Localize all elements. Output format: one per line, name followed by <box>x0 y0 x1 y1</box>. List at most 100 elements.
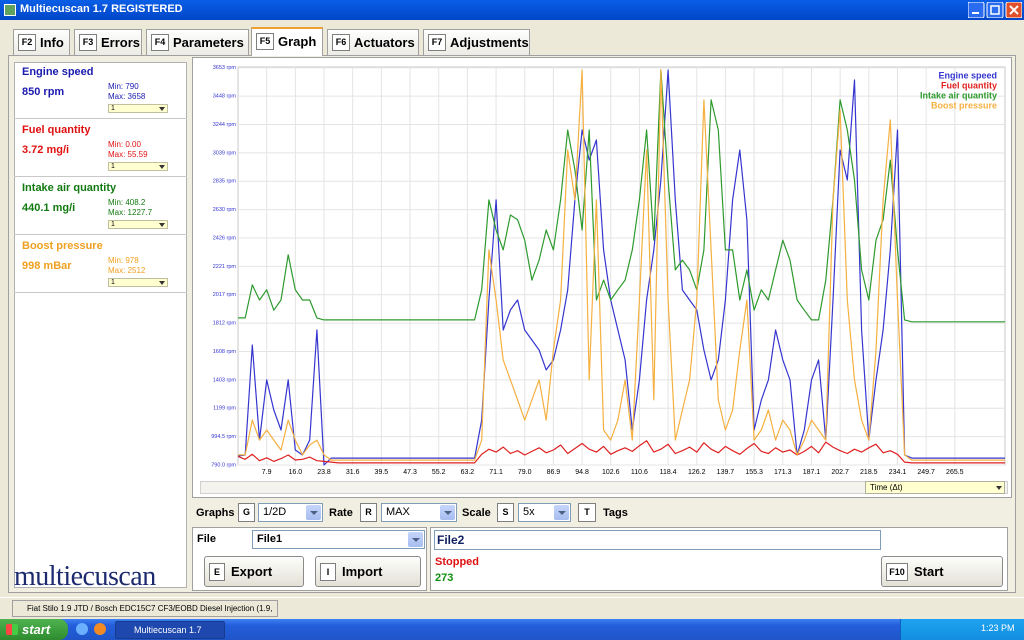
x-tick-label: 187.1 <box>803 469 821 476</box>
export-button[interactable]: E Export <box>204 556 304 587</box>
time-axis-select[interactable]: Time (Δt) <box>865 481 1005 494</box>
control-select[interactable]: 1/2D <box>258 503 323 522</box>
system-tray: 1:23 PM <box>900 619 1024 640</box>
y-tick-label: 2630 rpm <box>213 207 237 213</box>
taskbar-task[interactable]: Multiecuscan 1.7 REG... <box>115 621 225 639</box>
parameter-select-value: 1 <box>111 221 115 228</box>
quick-launch-icon[interactable] <box>94 623 106 635</box>
file-label: File <box>197 533 216 545</box>
x-tick-label: 63.2 <box>461 469 475 476</box>
x-tick-label: 249.7 <box>917 469 935 476</box>
tab-key: F5 <box>256 33 274 50</box>
y-tick-label: 1199 rpm <box>213 406 236 412</box>
y-tick-label: 1403 rpm <box>213 377 237 383</box>
control-key: R <box>360 503 377 522</box>
data-line <box>237 69 1005 466</box>
x-tick-label: 126.2 <box>688 469 706 476</box>
x-tick-label: 31.6 <box>346 469 360 476</box>
tab[interactable]: F7 Adjustments <box>423 29 530 55</box>
x-tick-label: 118.4 <box>660 469 677 476</box>
start-button[interactable]: F10 Start <box>881 556 1003 587</box>
title-bar: Multiecuscan 1.7 REGISTERED <box>0 0 1024 20</box>
window-title: Multiecuscan 1.7 REGISTERED <box>20 3 183 15</box>
tab[interactable]: F5 Graph <box>251 27 323 56</box>
tab-label: Graph <box>278 34 317 49</box>
session-file: File2 <box>434 530 881 550</box>
parameter-select[interactable]: 1 <box>108 220 168 229</box>
tab-key: F7 <box>428 34 446 51</box>
taskbar: start Multiecuscan 1.7 REG... 1:23 PM <box>0 619 1024 640</box>
control-select-value: MAX <box>386 506 410 518</box>
dropdown-button <box>408 532 423 547</box>
control-select[interactable]: 5x <box>518 503 571 522</box>
logo: multiecuscan <box>14 561 156 592</box>
parameter-select[interactable]: 1 <box>108 104 168 113</box>
tab-key: F2 <box>18 34 36 51</box>
button-label: Import <box>342 564 383 579</box>
button-key: I <box>320 563 336 581</box>
y-tick-label: 2835 rpm <box>213 179 237 185</box>
tab-key: F3 <box>79 34 97 51</box>
clock: 1:23 PM <box>981 623 1015 633</box>
x-tick-label: 218.5 <box>860 469 878 476</box>
parameter-min: Min: 408.2 <box>108 198 146 207</box>
x-tick-label: 23.8 <box>317 469 331 476</box>
legend-entry: Fuel quantity <box>941 80 997 90</box>
tab-key: F4 <box>151 34 169 51</box>
parameter-min: Min: 790 <box>108 82 139 91</box>
file-select[interactable]: File1 <box>252 530 425 549</box>
parameter-select[interactable]: 1 <box>108 162 168 171</box>
tab[interactable]: F2 Info <box>13 29 70 55</box>
y-tick-label: 1608 rpm <box>213 349 237 355</box>
y-tick-label: 2221 rpm <box>213 264 237 270</box>
tab[interactable]: F3 Errors <box>74 29 142 55</box>
window-buttons <box>968 2 1022 18</box>
y-tick-label: 3653 rpm <box>213 65 237 71</box>
data-line <box>237 440 1005 464</box>
x-tick-label: 110.6 <box>631 469 648 476</box>
x-tick-label: 139.7 <box>717 469 735 476</box>
session-count: 273 <box>435 572 454 584</box>
chart-scrollbar[interactable] <box>200 481 1008 494</box>
legend-entry: Engine speed <box>938 70 997 80</box>
button-label: Export <box>231 564 273 579</box>
parameter-select[interactable]: 1 <box>108 278 168 287</box>
tab-label: Errors <box>101 35 141 50</box>
tab[interactable]: F6 Actuators <box>327 29 419 55</box>
legend-entry: Boost pressure <box>931 100 997 110</box>
status-bar: Fiat Stilo 1.9 JTD / Bosch EDC15C7 CF3/E… <box>0 597 1024 628</box>
control-key[interactable]: T <box>578 503 596 522</box>
parameter-select-value: 1 <box>111 163 115 170</box>
chart: 7.9 16.0 23.8 31.6 39.5 47.3 55.2 63.2 71.1 79.0 8… <box>211 65 1006 476</box>
tab-label: Info <box>40 35 64 50</box>
start-logo <box>6 624 18 635</box>
dropdown-arrow <box>159 165 165 169</box>
parameter-max: Max: 3658 <box>108 92 146 101</box>
dropdown-button <box>306 505 321 520</box>
x-tick-label: 171.3 <box>774 469 792 476</box>
parameter-max: Max: 55.59 <box>108 150 148 159</box>
y-tick-label: 1812 rpm <box>213 321 237 327</box>
parameter-name: Fuel quantity <box>22 124 91 136</box>
maximize-button[interactable] <box>986 2 1004 18</box>
parameter-panel: Engine speed 850 rpm Min: 790 Max: 3658 1 <box>14 62 187 119</box>
button-key: E <box>209 563 225 581</box>
x-tick-label: 7.9 <box>262 469 272 476</box>
parameter-value: 440.1 mg/i <box>22 202 76 214</box>
close-icon <box>1009 5 1019 15</box>
x-tick-label: 39.5 <box>375 469 389 476</box>
control-select-value: 1/2D <box>263 506 287 518</box>
quick-launch-icon[interactable] <box>76 623 88 635</box>
x-tick-label: 16.0 <box>289 469 303 476</box>
import-button[interactable]: I Import <box>315 556 421 587</box>
control-label: Rate <box>329 507 353 519</box>
minimize-button[interactable] <box>968 2 985 18</box>
parameter-value: 850 rpm <box>22 86 65 98</box>
parameter-min: Min: 0.00 <box>108 140 141 149</box>
y-tick-label: 3448 rpm <box>213 94 237 100</box>
parameter-select-value: 1 <box>111 105 115 112</box>
x-tick-label: 94.8 <box>575 469 589 476</box>
y-tick-label: 994.5 rpm <box>211 434 236 440</box>
control-select[interactable]: MAX <box>381 503 457 522</box>
tab[interactable]: F4 Parameters <box>146 29 249 55</box>
